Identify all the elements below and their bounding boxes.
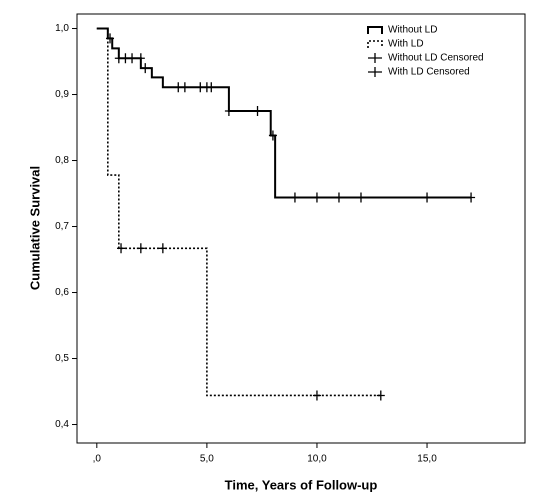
y-tick-label: 0,9: [55, 89, 69, 100]
censor-mark: [128, 53, 137, 64]
censor-mark: [136, 53, 145, 64]
y-tick-label: 0,6: [55, 287, 69, 298]
censor-mark: [117, 243, 126, 254]
y-tick-label: 0,5: [55, 353, 69, 364]
survival-line: [96, 27, 472, 199]
y-tick-label: 0,8: [55, 155, 69, 166]
censor-mark: [224, 106, 233, 117]
legend-symbol: [368, 53, 382, 63]
y-tick-label: 1,0: [55, 23, 69, 34]
censor-mark: [158, 243, 167, 254]
censor-mark: [253, 106, 262, 117]
censor-mark: [356, 192, 365, 203]
censor-mark: [268, 130, 277, 141]
y-tick-label: 0,7: [55, 221, 69, 232]
x-tick-label: 5,0: [200, 454, 214, 465]
legend-label: Without LD: [388, 25, 437, 36]
censor-mark: [141, 63, 150, 74]
plot-frame: [76, 13, 526, 444]
censor-mark: [312, 390, 321, 401]
censor-mark: [312, 192, 321, 203]
legend-symbol: [367, 26, 383, 34]
y-tick-label: 0,4: [55, 419, 69, 430]
x-axis-title: Time, Years of Follow-up: [225, 477, 378, 492]
censor-mark: [207, 82, 216, 93]
survival-line: [96, 27, 381, 397]
legend-label: With LD Censored: [388, 67, 470, 78]
censor-mark: [467, 192, 476, 203]
censor-mark: [290, 192, 299, 203]
y-axis-title: Cumulative Survival: [27, 166, 42, 290]
censor-mark: [136, 243, 145, 254]
censor-mark: [423, 192, 432, 203]
censor-mark: [376, 390, 385, 401]
censor-mark: [106, 33, 115, 44]
legend-symbol: [368, 67, 382, 77]
legend-label: Without LD Censored: [388, 53, 484, 64]
x-tick-label: ,0: [93, 454, 102, 465]
legend-label: With LD: [388, 39, 424, 50]
x-tick-label: 15,0: [417, 454, 437, 465]
censor-mark: [334, 192, 343, 203]
x-tick-label: 10,0: [307, 454, 327, 465]
censor-mark: [180, 82, 189, 93]
legend-symbol: [367, 40, 383, 48]
